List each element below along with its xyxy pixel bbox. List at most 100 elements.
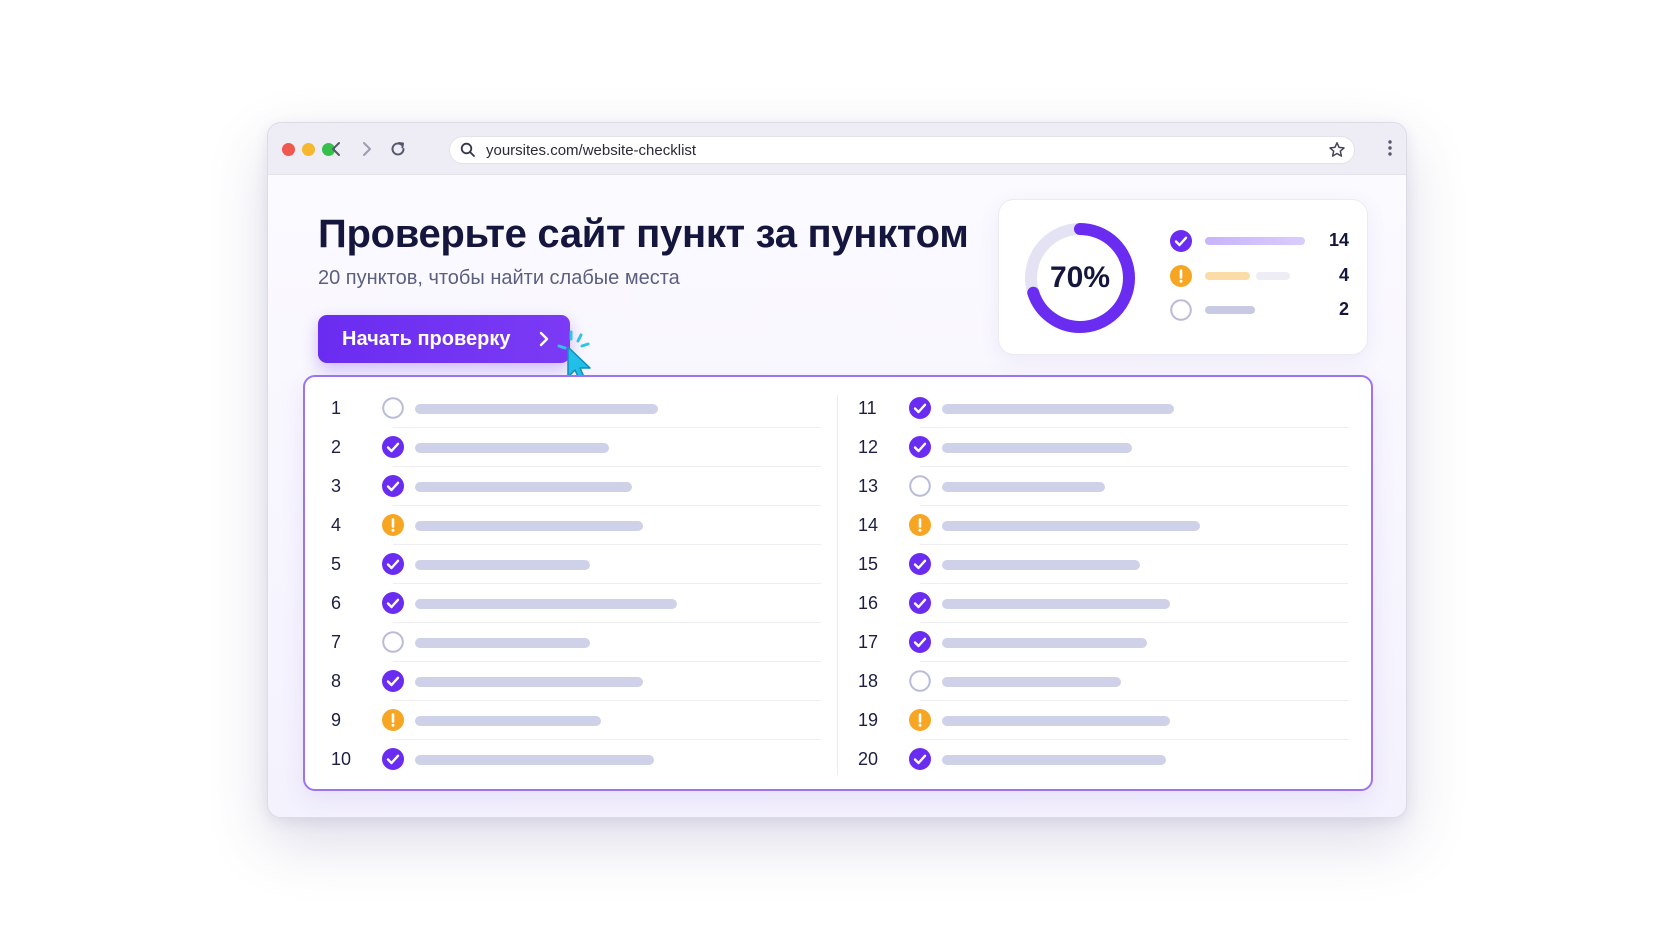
checklist-item[interactable]: 14	[848, 506, 1348, 545]
row-divider	[920, 700, 1348, 701]
stat-row-pending: 2	[1169, 297, 1349, 323]
checklist-item[interactable]: 5	[321, 545, 821, 584]
warning-circle-icon[interactable]	[908, 513, 932, 537]
checklist-item-number: 7	[331, 632, 342, 652]
checklist-item-placeholder	[942, 599, 1170, 609]
check-circle-icon[interactable]	[381, 435, 405, 459]
checklist-item-placeholder	[942, 716, 1170, 726]
checklist-item-placeholder	[415, 599, 677, 609]
check-circle-icon[interactable]	[908, 747, 932, 771]
warning-circle-icon[interactable]	[908, 708, 932, 732]
empty-circle-icon[interactable]	[381, 396, 405, 420]
checklist-item-placeholder	[942, 443, 1132, 453]
checklist-item[interactable]: 8	[321, 662, 821, 701]
check-circle-icon[interactable]	[908, 435, 932, 459]
close-window-button[interactable]	[282, 143, 295, 156]
row-divider	[393, 583, 821, 584]
checklist-column-right: 11 12 13 14 15 16 17 18 19 20	[848, 389, 1348, 779]
checklist-item[interactable]: 18	[848, 662, 1348, 701]
menu-icon[interactable]	[1388, 139, 1392, 161]
column-divider	[837, 395, 838, 775]
checklist-item-number: 17	[858, 632, 879, 652]
row-divider	[393, 466, 821, 467]
checklist-item-placeholder	[942, 638, 1147, 648]
checklist-item[interactable]: 11	[848, 389, 1348, 428]
checklist-item[interactable]: 4	[321, 506, 821, 545]
star-icon[interactable]	[1328, 141, 1346, 163]
checklist-item[interactable]: 13	[848, 467, 1348, 506]
checklist-item-placeholder	[415, 560, 590, 570]
checklist-item-number: 2	[331, 437, 342, 457]
row-divider	[920, 544, 1348, 545]
checklist-item[interactable]: 10	[321, 740, 821, 779]
checklist-item-number: 3	[331, 476, 342, 496]
checklist-item[interactable]: 15	[848, 545, 1348, 584]
chevron-right-icon	[538, 330, 550, 354]
check-circle-icon[interactable]	[381, 474, 405, 498]
checklist-item[interactable]: 20	[848, 740, 1348, 779]
progress-donut	[1025, 223, 1135, 333]
page-subtitle: 20 пунктов, чтобы найти слабые места	[318, 267, 680, 289]
check-circle-icon[interactable]	[381, 747, 405, 771]
checklist-item-placeholder	[942, 482, 1105, 492]
checklist-item-number: 11	[858, 398, 877, 418]
start-check-label: Начать проверку	[342, 327, 511, 350]
checklist-item[interactable]: 9	[321, 701, 821, 740]
checklist-item[interactable]: 6	[321, 584, 821, 623]
warning-circle-icon[interactable]	[381, 708, 405, 732]
checklist-item[interactable]: 16	[848, 584, 1348, 623]
stat-count-pending: 2	[1338, 299, 1349, 319]
empty-circle-icon[interactable]	[908, 474, 932, 498]
checklist-item-placeholder	[415, 677, 643, 687]
checklist-item[interactable]: 7	[321, 623, 821, 662]
reload-icon[interactable]	[386, 137, 410, 161]
checklist-item[interactable]: 1	[321, 389, 821, 428]
checklist-item-placeholder	[415, 638, 590, 648]
url-text: yoursites.com/website-checklist	[486, 142, 697, 159]
row-divider	[920, 505, 1348, 506]
maximize-window-button[interactable]	[322, 143, 335, 156]
start-check-button[interactable]: Начать проверку	[318, 315, 570, 363]
checklist-item-placeholder	[942, 560, 1140, 570]
search-icon	[460, 142, 476, 162]
checklist-item[interactable]: 19	[848, 701, 1348, 740]
checklist-item-number: 13	[858, 476, 879, 496]
check-circle-icon[interactable]	[908, 630, 932, 654]
address-bar[interactable]: yoursites.com/website-checklist	[449, 136, 1355, 164]
row-divider	[920, 739, 1348, 740]
checklist-item-number: 9	[331, 710, 342, 730]
row-divider	[920, 661, 1348, 662]
checklist-item[interactable]: 3	[321, 467, 821, 506]
row-divider	[920, 583, 1348, 584]
check-circle-icon[interactable]	[908, 396, 932, 420]
checklist-item[interactable]: 17	[848, 623, 1348, 662]
checklist-item[interactable]: 2	[321, 428, 821, 467]
minimize-window-button[interactable]	[302, 143, 315, 156]
checklist-item-placeholder	[415, 716, 601, 726]
check-circle-icon[interactable]	[381, 669, 405, 693]
checklist-column-left: 1 2 3 4 5 6 7 8 9 10	[321, 389, 821, 779]
check-circle-icon[interactable]	[381, 552, 405, 576]
forward-icon[interactable]	[355, 137, 379, 161]
progress-percent: 70%	[1049, 261, 1111, 294]
check-circle-icon[interactable]	[381, 591, 405, 615]
cursor-click-icon	[554, 327, 606, 389]
warning-circle-icon[interactable]	[381, 513, 405, 537]
empty-circle-icon[interactable]	[381, 630, 405, 654]
back-icon[interactable]	[324, 137, 348, 161]
checklist-item[interactable]: 12	[848, 428, 1348, 467]
checklist-item-placeholder	[415, 755, 654, 765]
checklist-item-number: 5	[331, 554, 342, 574]
checklist-item-number: 10	[331, 749, 352, 769]
stat-bar	[1205, 306, 1255, 314]
check-circle-icon[interactable]	[908, 591, 932, 615]
stat-count-warning: 4	[1338, 265, 1349, 285]
checklist-item-placeholder	[942, 521, 1200, 531]
empty-circle-icon[interactable]	[908, 669, 932, 693]
check-circle-icon[interactable]	[908, 552, 932, 576]
checklist-item-number: 1	[331, 398, 342, 418]
stat-bar	[1205, 272, 1250, 280]
stat-row-done: 14	[1169, 228, 1349, 254]
checklist-item-number: 19	[858, 710, 879, 730]
row-divider	[920, 427, 1348, 428]
